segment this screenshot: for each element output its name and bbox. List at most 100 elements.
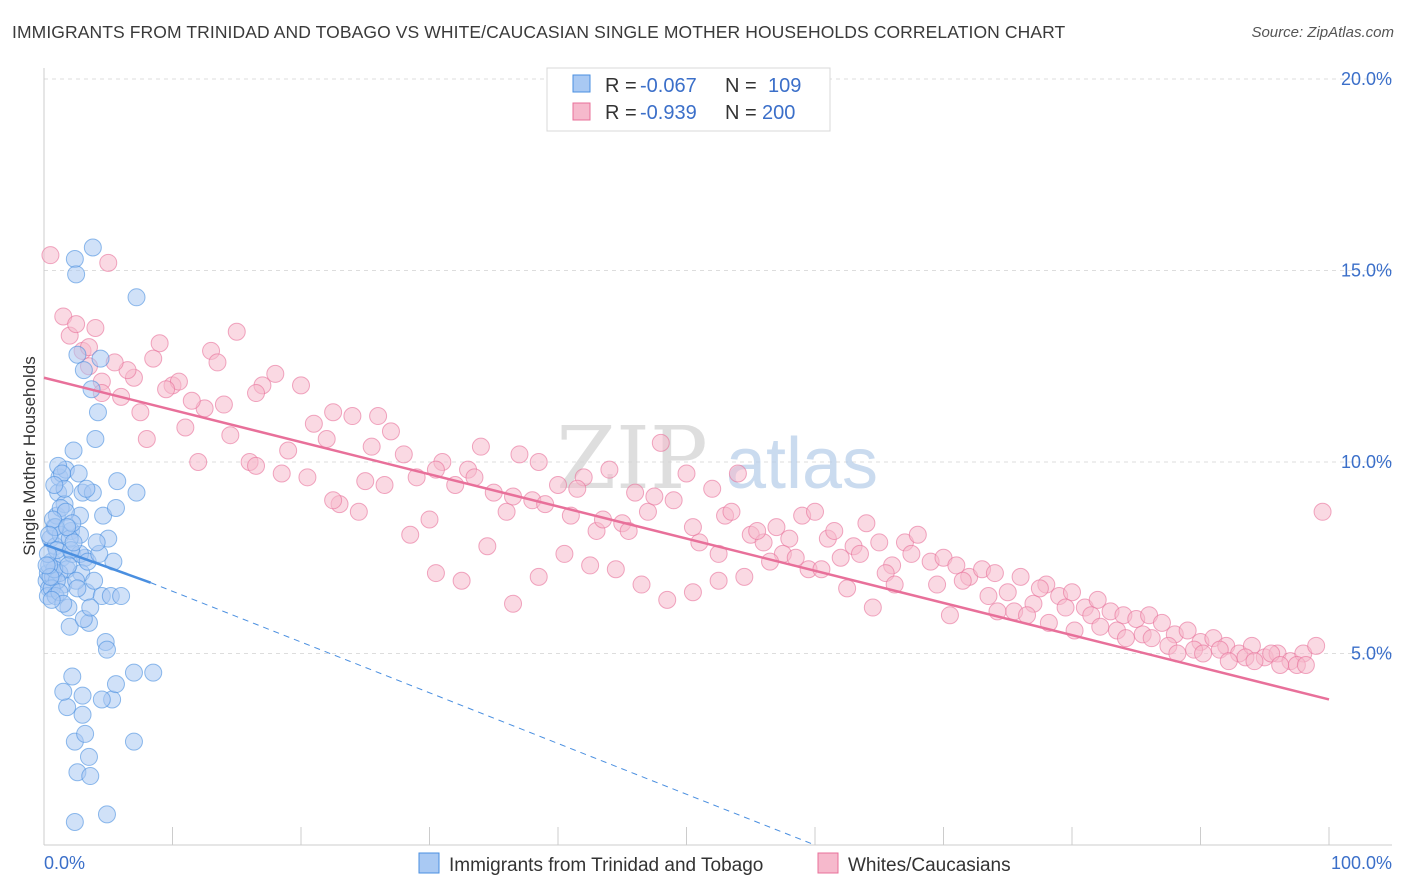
point-white xyxy=(812,560,831,579)
point-white xyxy=(1152,613,1171,632)
point-white xyxy=(1307,636,1326,655)
source-label: Source: ZipAtlas.com xyxy=(1251,24,1394,41)
point-white xyxy=(247,384,266,403)
x-tick-label: 0.0% xyxy=(44,853,85,873)
point-white xyxy=(555,544,574,563)
point-white xyxy=(227,322,246,341)
point-white xyxy=(664,491,683,510)
point-trinidad xyxy=(73,705,92,724)
point-white xyxy=(947,556,966,575)
series-swatch-blue xyxy=(418,852,440,874)
point-white xyxy=(748,521,767,540)
point-white xyxy=(150,334,169,353)
point-white xyxy=(394,445,413,464)
point-white xyxy=(375,475,394,494)
point-white xyxy=(735,567,754,586)
point-trinidad xyxy=(37,556,56,575)
point-trinidad xyxy=(85,571,104,590)
axes xyxy=(43,68,1392,846)
point-white xyxy=(182,391,201,410)
series-legend: Immigrants from Trinidad and Tobago Whit… xyxy=(418,852,1011,876)
point-trinidad xyxy=(64,533,83,552)
trend-lines xyxy=(43,376,1330,846)
point-white xyxy=(581,556,600,575)
point-trinidad xyxy=(81,598,100,617)
point-white xyxy=(304,414,323,433)
point-white xyxy=(626,483,645,502)
point-trinidad xyxy=(60,617,79,636)
point-trinidad xyxy=(63,667,82,686)
point-white xyxy=(1056,598,1075,617)
point-white xyxy=(998,583,1017,602)
point-trinidad xyxy=(64,441,83,460)
point-white xyxy=(780,529,799,548)
point-white xyxy=(728,464,747,483)
point-white xyxy=(272,464,291,483)
point-white xyxy=(324,403,343,422)
point-trinidad xyxy=(88,403,107,422)
point-white xyxy=(298,468,317,487)
point-white xyxy=(1245,652,1264,671)
point-white xyxy=(606,560,625,579)
point-white xyxy=(1091,617,1110,636)
point-white xyxy=(356,472,375,491)
x-tick-label: 100.0% xyxy=(1331,853,1392,873)
legend-n-value-2: 200 xyxy=(762,102,795,124)
point-white xyxy=(497,502,516,521)
point-white xyxy=(157,380,176,399)
point-trinidad xyxy=(69,464,88,483)
point-white xyxy=(767,518,786,537)
point-trinidad xyxy=(106,675,125,694)
point-white xyxy=(452,571,471,590)
y-tick-label: 15.0% xyxy=(1341,261,1392,281)
point-white xyxy=(940,606,959,625)
stats-legend-box xyxy=(546,67,831,132)
legend-r-value-1: -0.067 xyxy=(640,75,697,97)
point-trinidad xyxy=(65,250,84,269)
tick-labels: 5.0% 10.0% 15.0% 20.0% 0.0% 100.0% xyxy=(44,69,1392,873)
point-white xyxy=(471,437,490,456)
point-trinidad xyxy=(74,361,93,380)
point-white xyxy=(369,407,388,426)
legend-swatch-blue xyxy=(572,74,591,93)
watermark: ZIP atlas xyxy=(556,409,878,509)
point-trinidad xyxy=(65,813,84,832)
point-white xyxy=(208,353,227,372)
trend-extension-trinidad xyxy=(150,582,816,846)
point-trinidad xyxy=(97,640,116,659)
legend-r-label-1: R = xyxy=(605,75,637,97)
point-white xyxy=(317,430,336,449)
point-white xyxy=(99,253,118,272)
point-trinidad xyxy=(112,587,131,606)
point-white xyxy=(709,571,728,590)
point-white xyxy=(362,437,381,456)
stats-legend: R = -0.067 N = 109 R = -0.939 N = 200 xyxy=(546,67,831,132)
point-trinidad xyxy=(92,690,111,709)
point-white xyxy=(985,564,1004,583)
point-white xyxy=(645,487,664,506)
point-white xyxy=(343,407,362,426)
legend-r-value-2: -0.939 xyxy=(640,102,697,124)
point-trinidad xyxy=(79,747,98,766)
point-white xyxy=(549,475,567,494)
point-trinidad xyxy=(108,472,127,491)
point-white xyxy=(214,395,233,414)
point-white xyxy=(703,479,722,498)
point-white xyxy=(683,583,702,602)
point-white xyxy=(1194,644,1213,663)
point-white xyxy=(381,422,400,441)
point-white xyxy=(677,464,696,483)
point-white xyxy=(908,525,927,544)
point-white xyxy=(831,548,850,567)
point-trinidad xyxy=(127,483,146,502)
point-white xyxy=(806,502,824,521)
point-white xyxy=(651,433,670,452)
point-white xyxy=(600,460,619,479)
point-trinidad xyxy=(81,767,100,786)
point-white xyxy=(928,575,947,594)
chart-title: IMMIGRANTS FROM TRINIDAD AND TOBAGO VS W… xyxy=(12,22,1066,42)
point-white xyxy=(722,502,741,521)
point-white xyxy=(247,456,266,475)
legend-n-label-2: N = xyxy=(725,102,757,124)
point-white xyxy=(638,502,657,521)
